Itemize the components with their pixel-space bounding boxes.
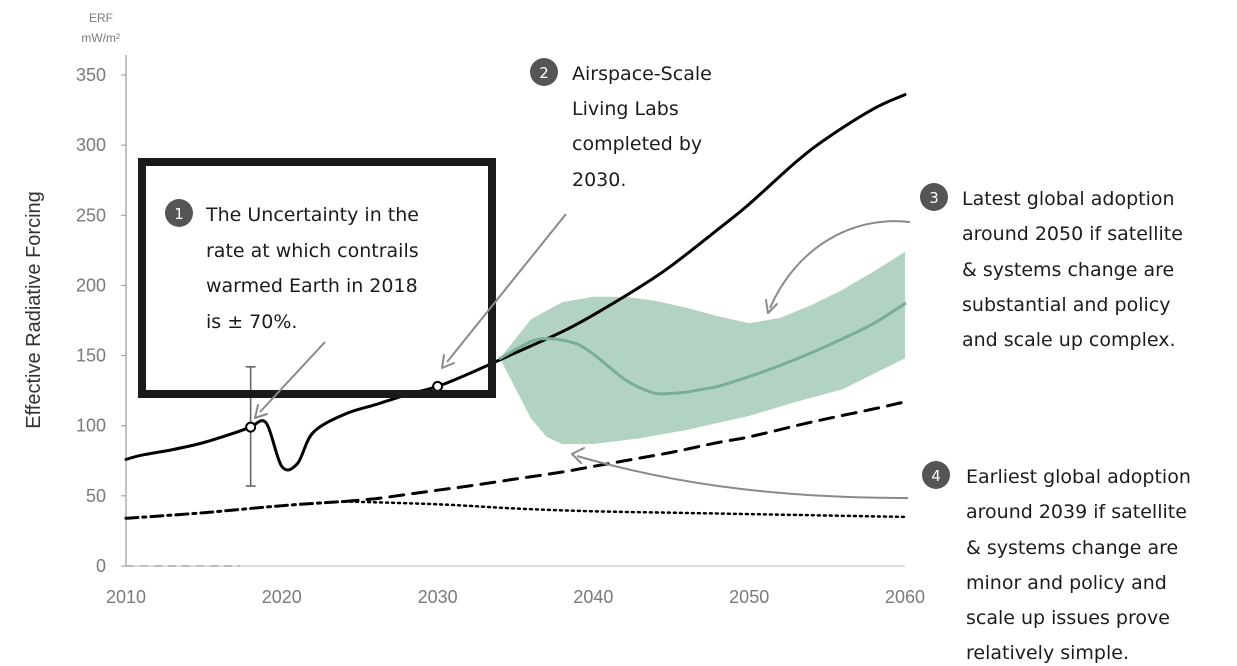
annotation-4-badge: [922, 461, 950, 489]
y-unit-top: ERF: [89, 11, 113, 25]
annotation-3-line-4: substantial and policy: [962, 294, 1170, 316]
annotation-4-line-3: & systems change are: [966, 537, 1178, 559]
annotation-2-badge: [530, 58, 558, 86]
annotation-4-line-5: scale up issues prove: [966, 607, 1170, 629]
annotation-4-line-4: minor and policy and: [966, 572, 1167, 594]
y-tick-200: 200: [76, 275, 106, 295]
y-tick-250: 250: [76, 205, 106, 225]
y-tick-150: 150: [76, 346, 106, 366]
annotation-1-frame: [138, 158, 496, 398]
y-axis-title: Effective Radiative Forcing: [23, 191, 45, 429]
annotation-arrows: [254, 213, 911, 499]
x-tick-2030: 2030: [418, 587, 458, 607]
annotation-2-line-3: completed by: [572, 133, 702, 155]
annotation-1-number: 1: [174, 205, 184, 223]
annotation-3-line-3: & systems change are: [962, 259, 1174, 281]
x-tick-2060: 2060: [885, 587, 925, 607]
y-tick-labels: 0 50 100 150 200 250 300 350: [76, 65, 126, 576]
annotation-2-line-2: Living Labs: [572, 98, 679, 120]
annotation-1-line-4: is ± 70%.: [206, 311, 297, 333]
x-tick-2010: 2010: [106, 587, 146, 607]
annotation-3-badge: [920, 183, 948, 211]
arrow-2-head: [441, 354, 455, 369]
y-tick-300: 300: [76, 135, 106, 155]
data-markers: [245, 380, 444, 433]
x-tick-labels: 2010 2020 2030 2040 2050 2060: [106, 587, 925, 607]
annotation-1: 1 The Uncertainty in the rate at which c…: [165, 199, 419, 333]
annotation-4-line-1: Earliest global adoption: [966, 466, 1191, 488]
arrow-4-head: [571, 447, 585, 464]
series-line-dashed: [342, 400, 907, 503]
series-line-dashdot: [124, 500, 346, 520]
marker-2018: [245, 421, 257, 433]
annotation-4-line-2: around 2039 if satellite: [966, 501, 1187, 523]
x-tick-2050: 2050: [729, 587, 769, 607]
arrow-1-head: [254, 404, 268, 419]
annotation-1-line-3: warmed Earth in 2018: [206, 275, 418, 297]
annotation-2-line-1: Airspace-Scale: [572, 63, 712, 85]
arrow-3-head: [765, 299, 778, 314]
arrow-1: [259, 341, 326, 413]
x-tick-2040: 2040: [573, 587, 613, 607]
annotation-3-line-2: around 2050 if satellite: [962, 223, 1183, 245]
y-tick-50: 50: [86, 486, 106, 506]
annotation-3-line-5: and scale up complex.: [962, 329, 1175, 351]
annotation-3-number: 3: [929, 189, 939, 207]
arrow-3: [769, 220, 911, 309]
y-tick-350: 350: [76, 65, 106, 85]
annotation-1-line-1: The Uncertainty in the: [205, 204, 419, 226]
annotation-4-line-6: relatively simple.: [966, 642, 1129, 664]
annotation-2: 2 Airspace-Scale Living Labs completed b…: [530, 58, 712, 191]
annotation-3: 3 Latest global adoption around 2050 if …: [920, 183, 1183, 351]
series-line-solid-mid: [498, 302, 907, 396]
annotation-4-number: 4: [931, 467, 941, 485]
annotation-2-number: 2: [539, 64, 549, 82]
y-tick-100: 100: [76, 416, 106, 436]
annotation-2-line-4: 2030.: [572, 169, 626, 191]
adoption-range-band: [499, 251, 905, 444]
y-unit-bottom: mW/m²: [81, 31, 120, 45]
arrow-2: [446, 213, 567, 363]
annotation-4: 4 Earliest global adoption around 2039 i…: [922, 461, 1191, 664]
x-tick-2020: 2020: [262, 587, 302, 607]
marker-2030: [432, 380, 444, 392]
series-line-dotted: [342, 500, 907, 519]
annotation-1-badge: [165, 199, 193, 227]
arrow-4: [576, 455, 909, 499]
annotation-3-line-1: Latest global adoption: [962, 188, 1175, 210]
annotation-1-line-2: rate at which contrails: [206, 240, 419, 262]
y-tick-0: 0: [96, 556, 106, 576]
